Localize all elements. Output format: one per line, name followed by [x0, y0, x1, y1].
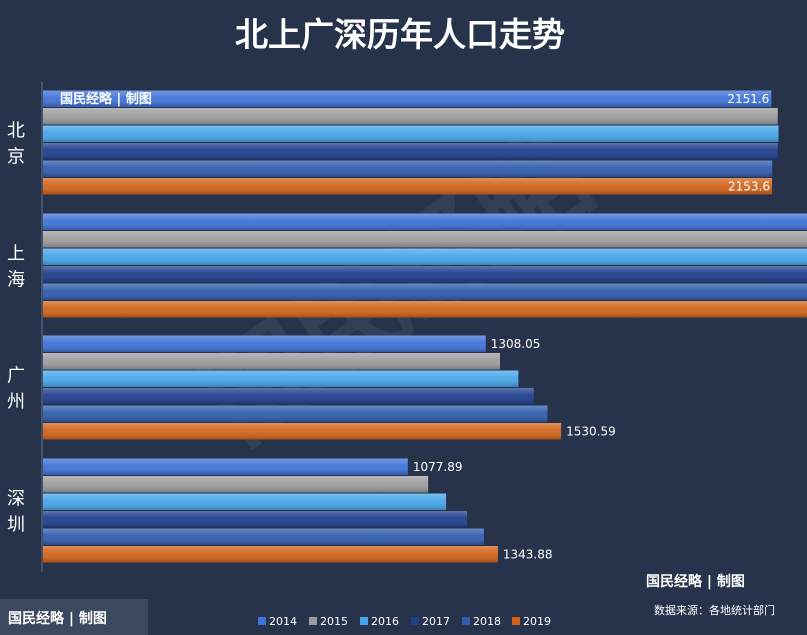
bar-shine: [43, 266, 807, 283]
chart-title: 北上广深历年人口走势: [235, 15, 565, 54]
bar-shine: [43, 143, 778, 160]
data-label: 1077.89: [413, 460, 463, 474]
bars-layer: [43, 90, 807, 563]
legend-label: 2019: [523, 615, 551, 628]
brand-tag-bottom-right: 国民经略 | 制图: [646, 573, 745, 590]
bar-shine: [43, 528, 484, 545]
bar-shine: [43, 476, 429, 493]
legend-swatch: [258, 617, 266, 625]
data-label: 2153.6: [728, 179, 770, 193]
legend-swatch: [462, 617, 470, 625]
bar-shine: [43, 301, 807, 318]
bar-shine: [43, 335, 486, 352]
data-label: 1343.88: [503, 547, 553, 561]
svg-text:国民经略 | 制图: 国民经略 | 制图: [8, 610, 107, 627]
data-label: 1308.05: [491, 337, 541, 351]
legend-item-2019: 2019: [512, 615, 551, 628]
labels-layer: 2151.62153.62425.682428.141308.051530.59…: [413, 92, 770, 562]
legend-item-2018: 2018: [462, 615, 501, 628]
category-label-2: 广州: [7, 366, 25, 413]
legend: 2014 2015 2016 2017 2018 2019: [258, 615, 551, 628]
bar-shine: [43, 405, 548, 422]
bar-shine: [43, 283, 807, 300]
bar-shine: [43, 160, 773, 177]
legend-swatch: [512, 617, 520, 625]
legend-item-2016: 2016: [360, 615, 399, 628]
legend-label: 2018: [473, 615, 501, 628]
bar-shine: [43, 493, 447, 510]
bar-shine: [43, 388, 534, 405]
svg-text:国民经略 | 制图: 国民经略 | 制图: [60, 91, 152, 107]
source-text: 数据来源：各地统计部门: [654, 603, 775, 617]
legend-label: 2016: [371, 615, 399, 628]
data-label: 2151.6: [727, 92, 769, 106]
bar-shine: [43, 458, 408, 475]
legend-label: 2014: [269, 615, 297, 628]
legend-item-2017: 2017: [411, 615, 450, 628]
data-label: 1530.59: [566, 424, 616, 438]
bar-shine: [43, 423, 562, 440]
legend-label: 2017: [422, 615, 450, 628]
legend-item-2015: 2015: [309, 615, 348, 628]
brand-tag-top: 国民经略 | 制图: [60, 91, 152, 107]
legend-item-2014: 2014: [258, 615, 297, 628]
bar-shine: [43, 546, 498, 563]
bar-shine: [43, 248, 807, 265]
bar-shine: [43, 178, 772, 195]
legend-label: 2015: [320, 615, 348, 628]
bar-shine: [43, 90, 772, 107]
legend-swatch: [309, 617, 317, 625]
bar-shine: [43, 370, 519, 387]
bar-shine: [43, 511, 468, 528]
svg-text:国民经略 | 制图: 国民经略 | 制图: [646, 573, 745, 590]
bar-shine: [43, 213, 807, 230]
brand-box-bottom-left: 国民经略 | 制图: [0, 599, 148, 635]
legend-swatch: [360, 617, 368, 625]
category-label-1: 上海: [7, 244, 25, 291]
bar-shine: [43, 231, 807, 248]
bar-shine: [43, 108, 778, 125]
category-label-3: 深圳: [7, 489, 25, 536]
bar-shine: [43, 353, 501, 370]
legend-swatch: [411, 617, 419, 625]
bar-shine: [43, 125, 779, 142]
category-label-0: 北京: [7, 121, 25, 168]
